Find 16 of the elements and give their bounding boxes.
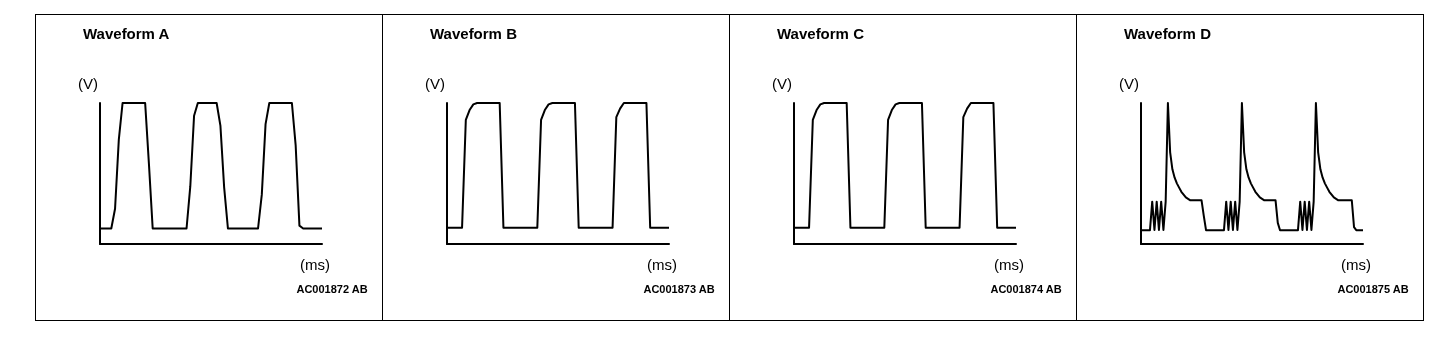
chart-title: Waveform B — [430, 25, 518, 42]
y-axis-title: (V) — [78, 75, 98, 92]
chart-title: Waveform C — [777, 25, 865, 42]
y-axis-title: (V) — [772, 75, 792, 92]
chart-title: Waveform D — [1124, 25, 1212, 42]
x-axis-title: (ms) — [1341, 256, 1372, 273]
x-axis-title: (ms) — [647, 256, 678, 273]
x-axis-title: (ms) — [300, 256, 331, 273]
text: AC001872 AB — [296, 282, 368, 295]
text: AC001874 AB — [990, 282, 1062, 295]
y-axis-title: (V) — [425, 75, 445, 92]
text: AC001875 AB — [1337, 282, 1409, 295]
y-axis-title: (V) — [1119, 75, 1139, 92]
x-axis-title: (ms) — [994, 256, 1025, 273]
chart-title: Waveform A — [83, 25, 170, 42]
text: AC001873 AB — [643, 282, 715, 295]
